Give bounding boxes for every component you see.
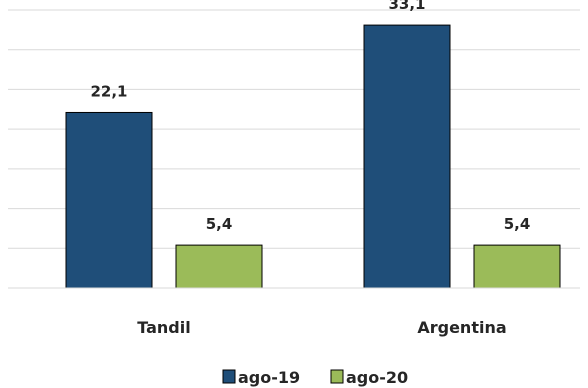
legend: ago-19 ago-20: [222, 368, 408, 387]
legend-swatch-ago-20: [330, 369, 344, 384]
legend-swatch-ago-19: [222, 369, 236, 384]
category-label-argentina: Argentina: [417, 318, 506, 337]
bar-tandil-ago-19: [65, 111, 153, 289]
legend-label-ago-19: ago-19: [238, 368, 300, 387]
data-label-tandil-ago-20: 5,4: [206, 215, 233, 233]
category-labels: Tandil Argentina: [137, 318, 506, 337]
bars: [65, 24, 561, 289]
category-label-tandil: Tandil: [137, 318, 190, 337]
data-label-argentina-ago-19: 33,1: [388, 0, 425, 13]
data-label-tandil-ago-19: 22,1: [90, 82, 127, 100]
data-labels: 22,1 5,4 33,1 5,4: [90, 0, 530, 233]
legend-label-ago-20: ago-20: [346, 368, 408, 387]
bar-argentina-ago-19: [363, 24, 451, 289]
data-label-argentina-ago-20: 5,4: [504, 215, 531, 233]
bar-argentina-ago-20: [473, 244, 561, 289]
bar-tandil-ago-20: [175, 244, 263, 289]
